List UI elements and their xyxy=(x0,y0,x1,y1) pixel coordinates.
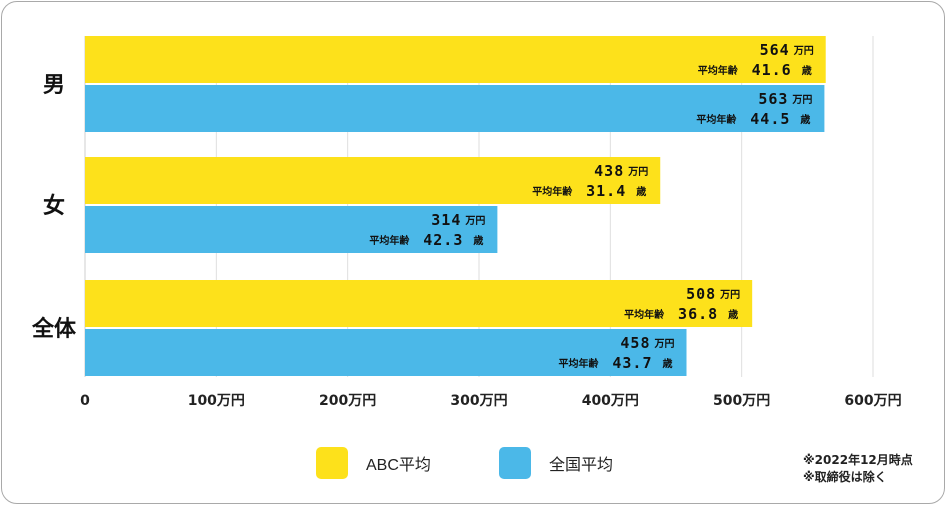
age-value-s0-c2: 36.8 xyxy=(678,305,718,323)
age-label-s0-c0: 平均年齢 xyxy=(698,64,739,77)
footnote-date: ※2022年12月時点 xyxy=(803,453,913,467)
age-unit-s1-c2: 歳 xyxy=(663,357,673,370)
bar-s0-c1 xyxy=(85,157,661,204)
legend-item-abc: ABC平均 xyxy=(316,446,431,480)
bar-s1-c2 xyxy=(85,329,687,376)
footnote-exclusion: ※取締役は除く xyxy=(803,470,887,484)
value-unit-s1-c2: 万円 xyxy=(654,338,675,350)
bar-s0-c0 xyxy=(85,36,826,83)
age-value-s1-c2: 43.7 xyxy=(612,354,652,372)
category-label-2: 全体 xyxy=(31,316,77,342)
value-label-s0-c2: 508 xyxy=(686,285,716,303)
age-value-s1-c0: 44.5 xyxy=(750,110,790,128)
category-label-1: 女 xyxy=(43,193,65,219)
footnote: ※2022年12月時点 ※取締役は除く xyxy=(803,452,913,486)
x-tick-label-0: 0 xyxy=(80,393,90,409)
x-tick-label-200: 200万円 xyxy=(319,393,376,409)
age-unit-s0-c1: 歳 xyxy=(636,185,646,198)
age-unit-s0-c2: 歳 xyxy=(728,308,738,321)
age-value-s0-c1: 31.4 xyxy=(586,182,626,200)
value-unit-s1-c1: 万円 xyxy=(464,215,485,227)
value-label-s1-c1: 314 xyxy=(431,211,461,229)
legend-item-national: 全国平均 xyxy=(499,446,613,480)
value-label-s1-c0: 563 xyxy=(758,90,788,108)
value-unit-s0-c1: 万円 xyxy=(627,166,648,178)
age-label-s1-c1: 平均年齢 xyxy=(369,234,410,247)
legend-swatch-abc xyxy=(316,447,348,479)
x-tick-label-300: 300万円 xyxy=(450,393,507,409)
value-label-s0-c1: 438 xyxy=(594,162,624,180)
x-tick-label-100: 100万円 xyxy=(188,393,245,409)
legend-label-abc: ABC平均 xyxy=(366,457,431,474)
value-label-s1-c2: 458 xyxy=(620,334,650,352)
age-label-s1-c2: 平均年齢 xyxy=(559,357,600,370)
x-tick-label-500: 500万円 xyxy=(713,393,770,409)
bar-s1-c1 xyxy=(85,206,498,253)
age-unit-s1-c0: 歳 xyxy=(800,113,810,126)
age-label-s0-c2: 平均年齢 xyxy=(624,308,665,321)
age-value-s1-c1: 42.3 xyxy=(423,231,463,249)
age-label-s1-c0: 平均年齢 xyxy=(696,113,737,126)
category-label-0: 男 xyxy=(43,73,65,98)
legend-label-national: 全国平均 xyxy=(549,457,614,474)
x-tick-label-400: 400万円 xyxy=(582,393,639,409)
age-value-s0-c0: 41.6 xyxy=(752,61,792,79)
x-tick-label-600: 600万円 xyxy=(844,393,901,409)
value-unit-s0-c0: 万円 xyxy=(793,45,814,57)
age-label-s0-c1: 平均年齢 xyxy=(532,185,573,198)
legend-swatch-national xyxy=(499,447,531,479)
value-unit-s1-c0: 万円 xyxy=(791,94,812,106)
bar-s1-c0 xyxy=(85,85,825,132)
age-unit-s0-c0: 歳 xyxy=(802,64,812,77)
value-unit-s0-c2: 万円 xyxy=(719,289,740,301)
age-unit-s1-c1: 歳 xyxy=(473,234,483,247)
value-label-s0-c0: 564 xyxy=(760,41,790,59)
bar-s0-c2 xyxy=(85,280,753,327)
